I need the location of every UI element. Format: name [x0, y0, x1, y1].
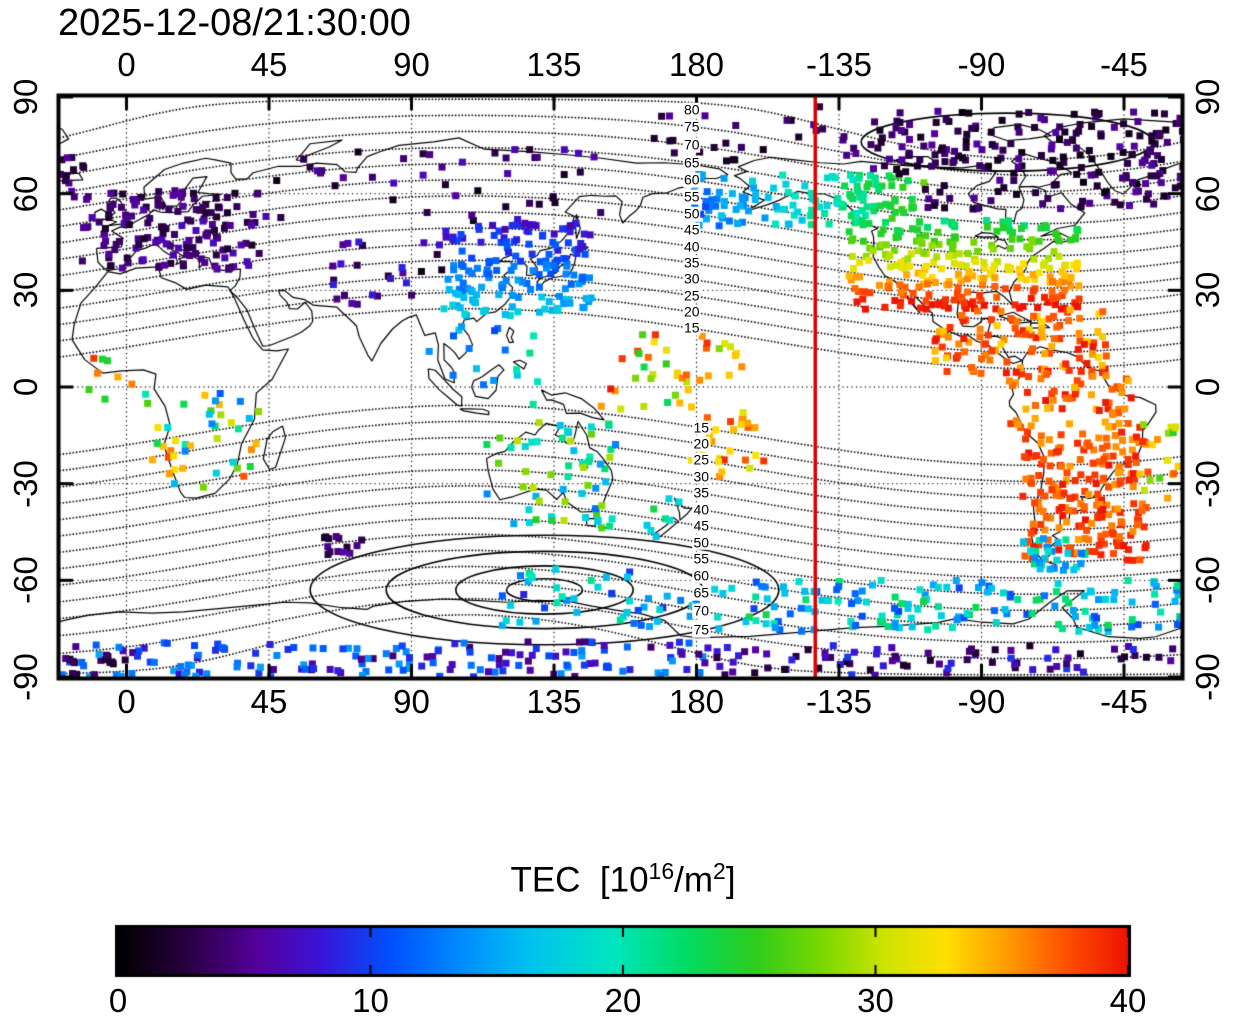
contour-label: 35: [682, 254, 701, 271]
lon-tick-label-top: 90: [393, 46, 430, 83]
lat-tick-label-right: 90: [1189, 78, 1226, 116]
contour-label: 35: [692, 484, 711, 501]
lat-tick-label-right: -90: [1189, 653, 1226, 701]
contour-label: 60: [692, 567, 711, 584]
contour-label: 15: [682, 319, 701, 336]
lon-tick-label-top: -45: [1100, 46, 1148, 83]
lon-tick-label-bottom: -135: [805, 683, 873, 720]
contour-label: 75: [682, 118, 701, 135]
timestamp-title: 2025-12-08/21:30:00: [58, 2, 411, 44]
lon-tick-label-bottom: 90: [393, 683, 430, 720]
contour-label: 30: [692, 468, 711, 485]
lon-tick-label-bottom: 45: [250, 683, 288, 720]
contour-label: 75: [692, 621, 711, 638]
colorbar-title-prefix: TEC [10: [510, 860, 649, 900]
lat-tick-label-left: 60: [7, 175, 44, 213]
lat-tick-label-right: 60: [1189, 175, 1226, 213]
contour-label: 15: [692, 419, 711, 436]
colorbar-title: TEC [1016/m2]: [510, 858, 735, 901]
lon-tick-label-top: -135: [805, 46, 873, 83]
lat-tick-label-left: 30: [7, 271, 44, 309]
lat-tick-label-left: -30: [7, 459, 44, 508]
lat-tick-label-left: 90: [7, 78, 44, 116]
colorbar-title-suffix: ]: [725, 860, 736, 900]
contour-label: 60: [682, 171, 701, 188]
contour-label: 45: [692, 517, 711, 534]
contour-label: 25: [692, 452, 711, 469]
contour-label: 80: [682, 101, 701, 118]
lat-tick-label-right: -60: [1189, 556, 1226, 605]
contour-label: 50: [692, 534, 711, 551]
colorbar-title-exponent2: 2: [713, 858, 726, 884]
contour-label: 50: [682, 205, 701, 222]
lon-tick-label-top: 0: [117, 46, 136, 83]
lon-tick-label-top: 180: [668, 46, 725, 83]
contour-label: 40: [682, 238, 701, 255]
lat-tick-label-right: 0: [1189, 377, 1226, 397]
lon-tick-label-bottom: -45: [1100, 683, 1148, 720]
contour-label: 65: [692, 584, 711, 601]
colorbar-title-exponent: 16: [648, 858, 675, 884]
contour-label: 20: [692, 435, 711, 452]
contour-label: 65: [682, 154, 701, 171]
contour-label: 30: [682, 270, 701, 287]
colorbar-tick-label: 0: [108, 982, 128, 1019]
lat-tick-label-left: -90: [7, 653, 44, 701]
colorbar-title-mid: /m: [674, 860, 714, 900]
colorbar-tick-label: 20: [604, 982, 642, 1019]
lon-tick-label-bottom: 135: [526, 683, 582, 720]
lat-tick-label-left: 0: [7, 377, 44, 397]
contour-label: 55: [692, 550, 711, 567]
lon-tick-label-top: 135: [526, 46, 582, 83]
lon-tick-label-bottom: 0: [117, 683, 136, 720]
lon-tick-label-bottom: 180: [668, 683, 725, 720]
colorbar-tick-label: 30: [857, 982, 894, 1019]
contour-label: 55: [682, 188, 701, 205]
contour-label: 70: [692, 602, 711, 619]
lon-tick-label-bottom: -90: [957, 683, 1006, 720]
contour-label: 25: [682, 287, 701, 304]
lat-tick-label-left: -60: [7, 556, 44, 605]
lat-tick-label-right: -30: [1189, 459, 1226, 508]
colorbar-tick-label: 10: [352, 982, 389, 1019]
contour-label: 45: [682, 221, 701, 238]
lon-tick-label-top: -90: [957, 46, 1006, 83]
lat-tick-label-right: 30: [1189, 271, 1226, 309]
contour-label: 20: [682, 303, 701, 320]
lon-tick-label-top: 45: [250, 46, 288, 83]
contour-label: 40: [692, 501, 711, 518]
colorbar-tick-label: 40: [1109, 982, 1147, 1019]
contour-label: 70: [682, 137, 701, 154]
